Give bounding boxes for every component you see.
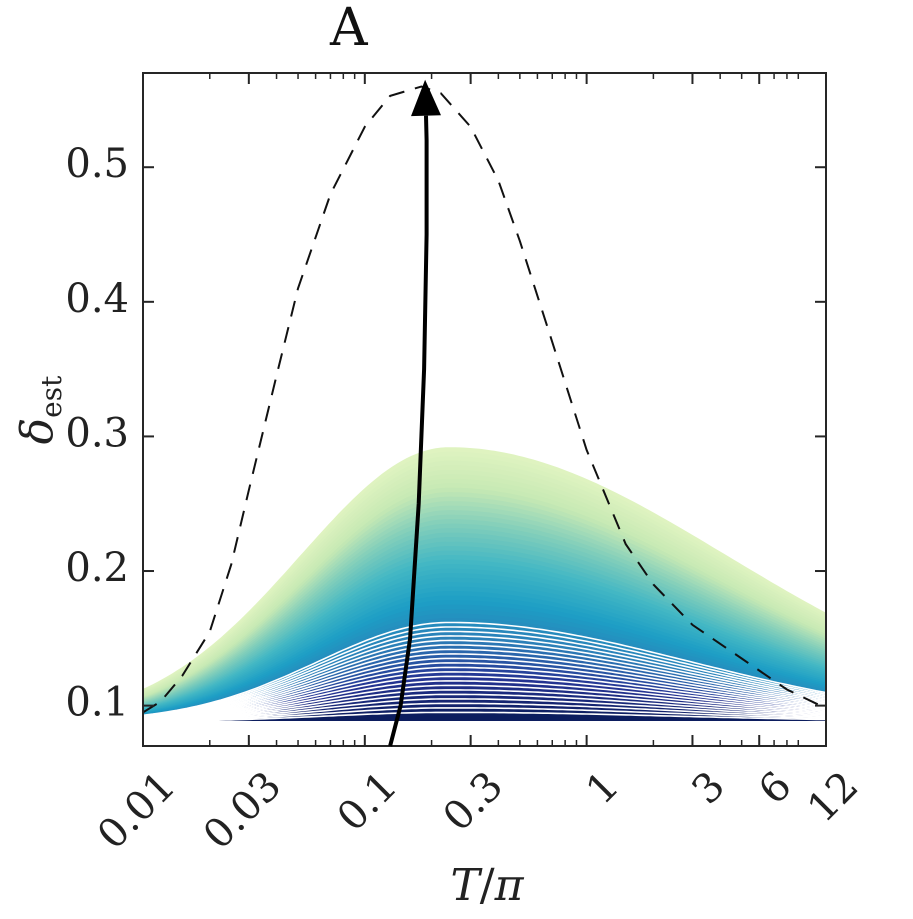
y-tick-label: 0.5: [65, 141, 129, 187]
x-tick-label: 1: [578, 763, 629, 814]
x-tick-label: 0.01: [89, 763, 185, 859]
x-axis-title-sep: /: [480, 860, 495, 911]
family-curve: [143, 711, 826, 723]
arrow-line: [388, 115, 429, 747]
x-tick-label: 6: [750, 763, 801, 814]
curve-family: [143, 447, 826, 723]
y-axis-title-sub: est: [35, 375, 68, 418]
y-tick-label: 0.3: [65, 410, 129, 456]
plot-frame: [142, 72, 827, 747]
x-tick-label: 3: [683, 763, 734, 814]
x-tick-label: 0.1: [329, 763, 407, 841]
y-axis-title-main: δ: [12, 418, 63, 445]
y-tick-label: 0.1: [65, 680, 129, 726]
x-axis-title-main: T: [450, 860, 483, 911]
x-axis-title-sym: π: [494, 860, 525, 911]
x-tick-label: 0.03: [195, 763, 291, 859]
dashed-series-line: [143, 85, 826, 714]
y-axis-title: δest: [12, 375, 68, 444]
y-tick-label: 0.4: [65, 276, 129, 322]
arrow-label: A: [329, 0, 369, 58]
x-tick-label: 0.3: [435, 763, 513, 841]
x-tick-label: 12: [799, 763, 868, 832]
arrow-head: [411, 79, 441, 117]
x-axis-title: T/π: [450, 860, 524, 911]
y-tick-label: 0.2: [65, 545, 129, 591]
